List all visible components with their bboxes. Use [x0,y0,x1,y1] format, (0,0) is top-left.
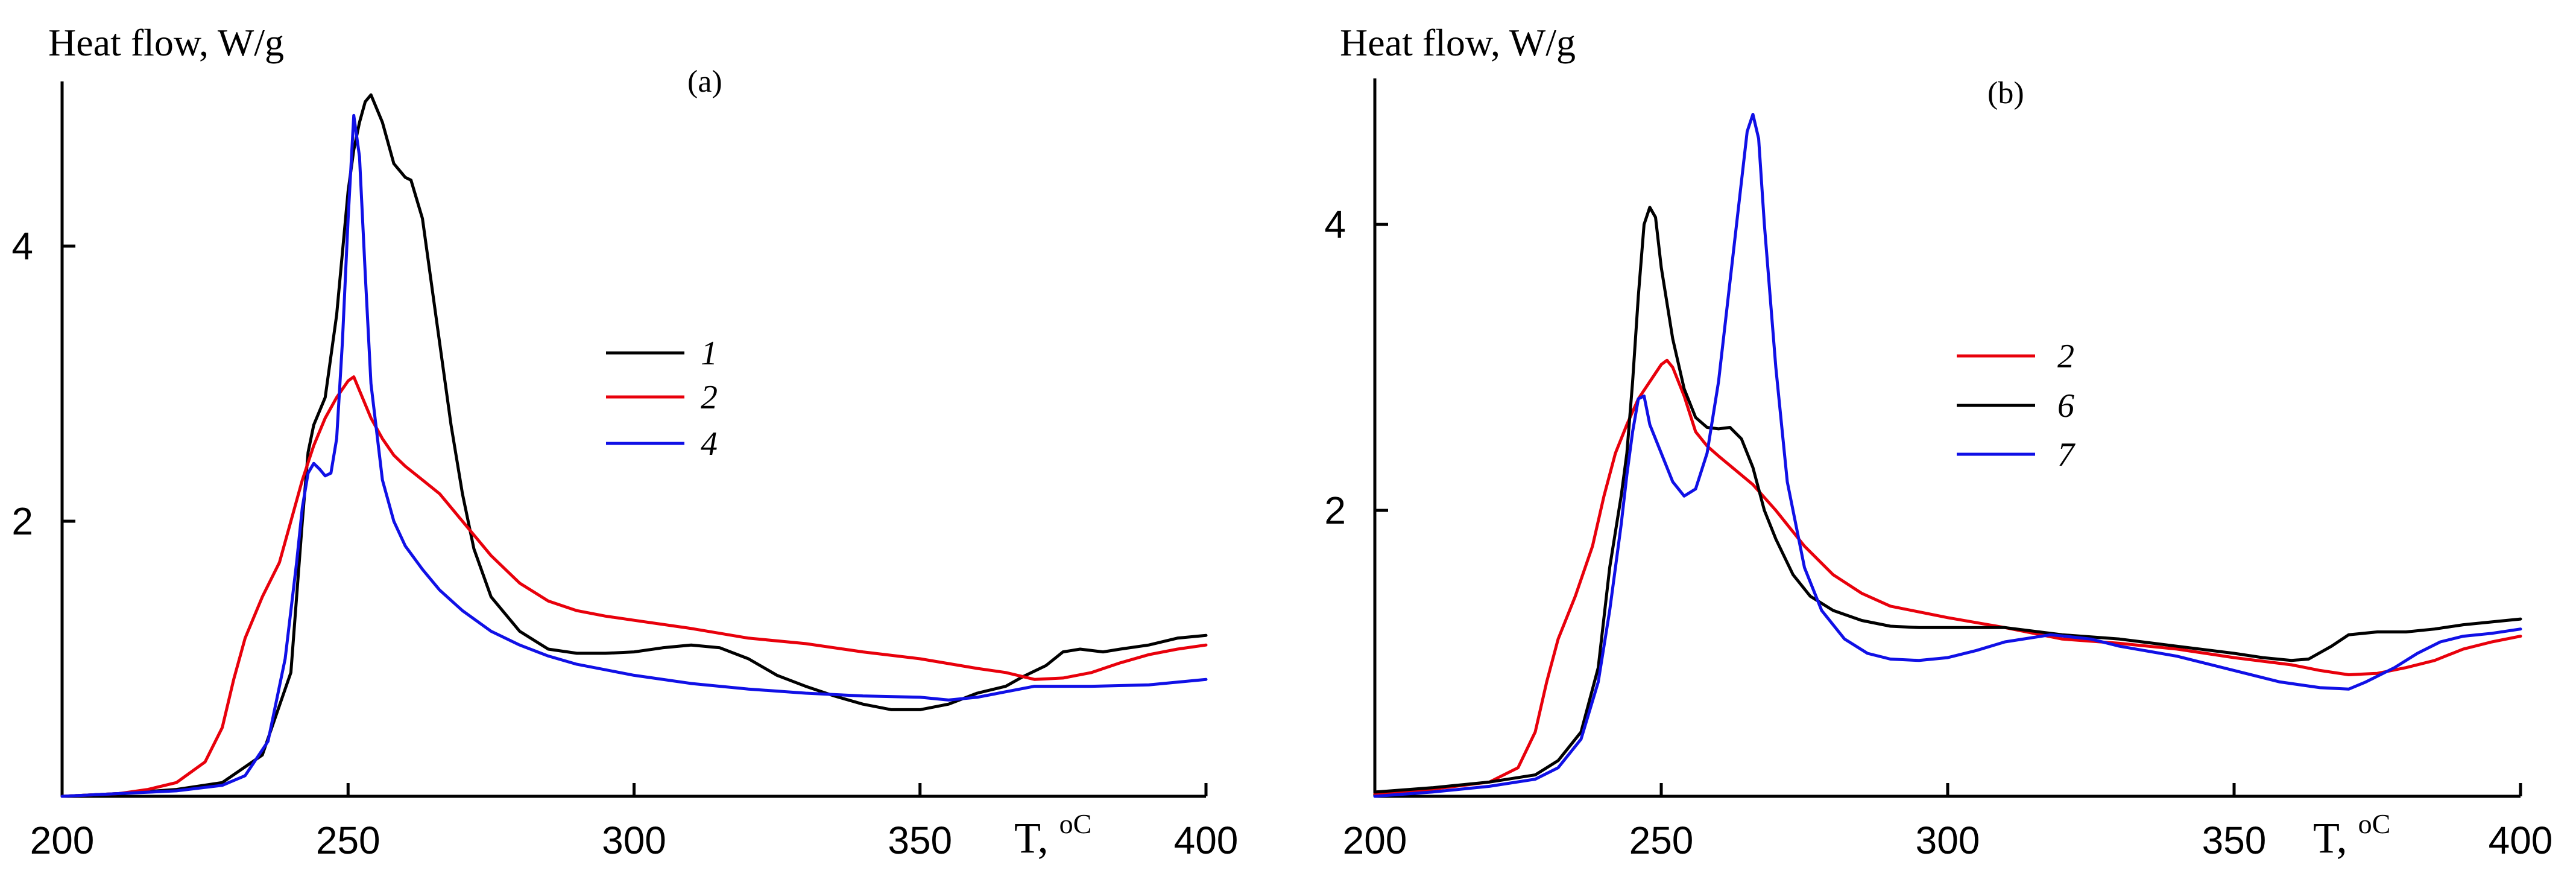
series-line-4 [60,113,1208,798]
series-line-1 [60,93,1208,798]
series-line-7 [1373,113,2522,798]
x-tick-label: 250 [316,819,380,862]
panel-a: Heat flow, W/g (a) 200 250 300 350 400 2 4 T, … [11,21,1238,862]
series-line-2 [60,375,1208,798]
legend-label: 2 [2057,338,2074,375]
x-tick-label: 300 [1916,819,1980,862]
x-tick-label: 300 [602,819,666,862]
legend-label: 7 [2057,436,2076,474]
y-tick-label: 2 [1324,489,1346,532]
y-axis-label-a: Heat flow, W/g [48,21,284,64]
x-axis-label-a: T, oC [1014,808,1091,862]
ticks-b: 200 250 300 350 400 2 4 [1324,203,2552,862]
x-axis-unit-a: oC [1059,808,1092,839]
series-group-a [60,93,1208,798]
y-tick-label: 2 [11,500,33,543]
series-line-2 [1373,358,2522,795]
panel-b: Heat flow, W/g (b) 200 250 300 350 400 2 4 T, … [1324,21,2552,862]
y-axis-label-b: Heat flow, W/g [1340,21,1576,64]
series-group-b [1373,113,2522,798]
legend-label: 1 [701,335,718,372]
legend-b: 2 6 7 [1957,338,2076,474]
y-tick-label: 4 [1324,203,1346,246]
legend-label: 6 [2057,387,2074,425]
legend-label: 2 [701,379,718,416]
x-tick-label: 200 [30,819,95,862]
x-axis-label-text-b: T, [2313,814,2358,862]
x-tick-label: 350 [2202,819,2267,862]
x-axis-unit-b: oC [2358,808,2391,839]
panel-label-a: (a) [687,65,722,99]
panel-label-b: (b) [1987,76,2024,110]
legend-a: 1 2 4 [606,335,718,463]
series-line-6 [1373,206,2522,794]
legend-label: 4 [701,425,718,463]
x-tick-label: 200 [1343,819,1407,862]
y-tick-label: 4 [11,224,33,268]
x-axis-label-text-a: T, [1014,814,1059,862]
ticks-a: 200 250 300 350 400 2 4 [11,224,1238,862]
x-axis-label-b: T, oC [2313,808,2390,862]
x-tick-label: 400 [2489,819,2553,862]
x-tick-label: 350 [888,819,952,862]
x-tick-label: 400 [1174,819,1239,862]
x-tick-label: 250 [1629,819,1694,862]
